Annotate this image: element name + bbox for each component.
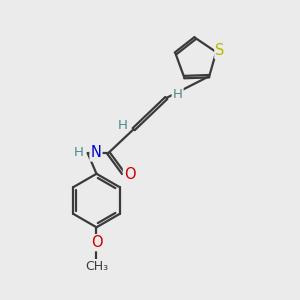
Text: N: N xyxy=(91,146,101,160)
Text: O: O xyxy=(124,167,136,182)
Text: CH₃: CH₃ xyxy=(85,260,108,273)
Text: O: O xyxy=(91,235,102,250)
Text: H: H xyxy=(173,88,183,101)
Text: H: H xyxy=(117,119,127,132)
Text: H: H xyxy=(74,146,84,160)
Text: S: S xyxy=(215,43,225,58)
